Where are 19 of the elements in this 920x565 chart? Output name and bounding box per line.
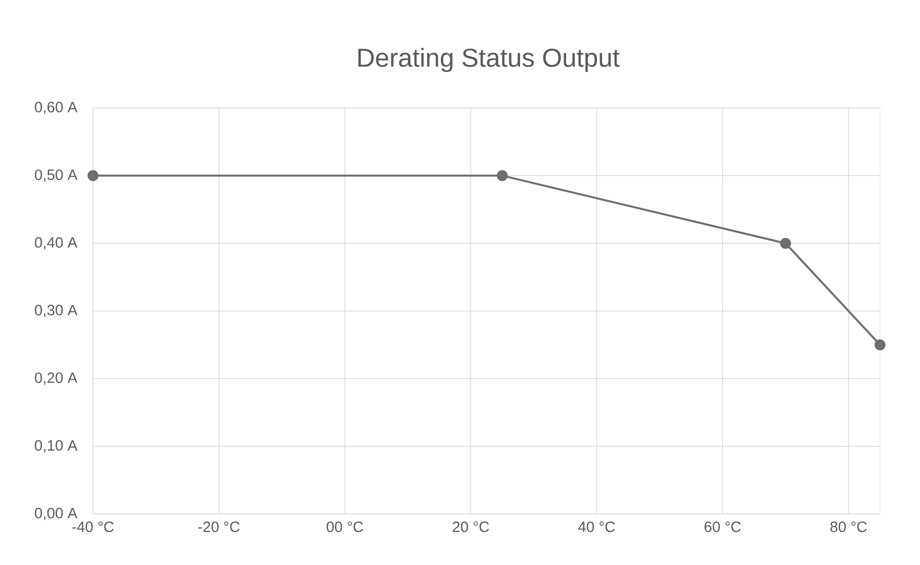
point [496, 170, 508, 182]
x-tick-label: 00 °C [326, 522, 364, 532]
y-tick-label: 0,00 A [34, 508, 78, 520]
x-tick-label: 40 °C [578, 522, 615, 532]
point [780, 238, 792, 249]
x-tick-label: -20 °C [198, 522, 240, 532]
chart-title: Derating Status Output [358, 48, 620, 72]
x-tick-label: 20 °C [452, 522, 489, 532]
point [88, 170, 98, 182]
y-tick-label: 0,30 A [34, 304, 78, 318]
y-tick-label: 0,10 A [34, 440, 78, 452]
x-tick-label: 60 °C [704, 522, 741, 532]
y-tick-label: 0,40 A [34, 237, 78, 250]
y-tick-label: 0,60 A [34, 102, 78, 114]
x-tick-label: -40 °C [72, 522, 114, 532]
point [874, 339, 886, 350]
x-tick-label: 80 °C [830, 522, 867, 532]
y-tick-label: 0,20 A [34, 372, 78, 385]
y-tick-label: 0,50 A [34, 169, 78, 182]
